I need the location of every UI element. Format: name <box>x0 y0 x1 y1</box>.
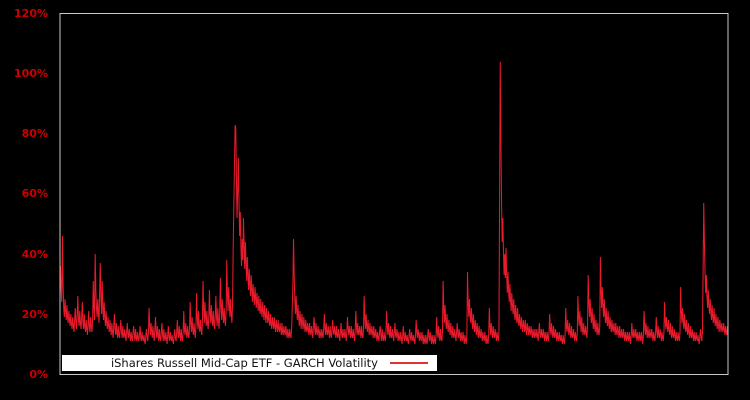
chart-legend[interactable]: iShares Russell Mid-Cap ETF - GARCH Vola… <box>62 355 437 371</box>
ytick-label-20: 20% <box>21 308 48 321</box>
legend-label: iShares Russell Mid-Cap ETF - GARCH Vola… <box>110 356 378 370</box>
ytick-label-100: 100% <box>14 67 48 80</box>
volatility-series-line <box>59 61 729 345</box>
ytick-label-40: 40% <box>21 248 48 261</box>
ytick-label-0: 0% <box>29 368 48 381</box>
plot-area-background <box>60 13 728 375</box>
ytick-label-60: 60% <box>21 187 48 200</box>
plot-area-frame <box>59 13 729 375</box>
ytick-label-120: 120% <box>14 7 48 20</box>
legend-line-sample <box>387 357 433 369</box>
ytick-label-80: 80% <box>21 127 48 140</box>
legend-line-swatch <box>390 362 428 364</box>
